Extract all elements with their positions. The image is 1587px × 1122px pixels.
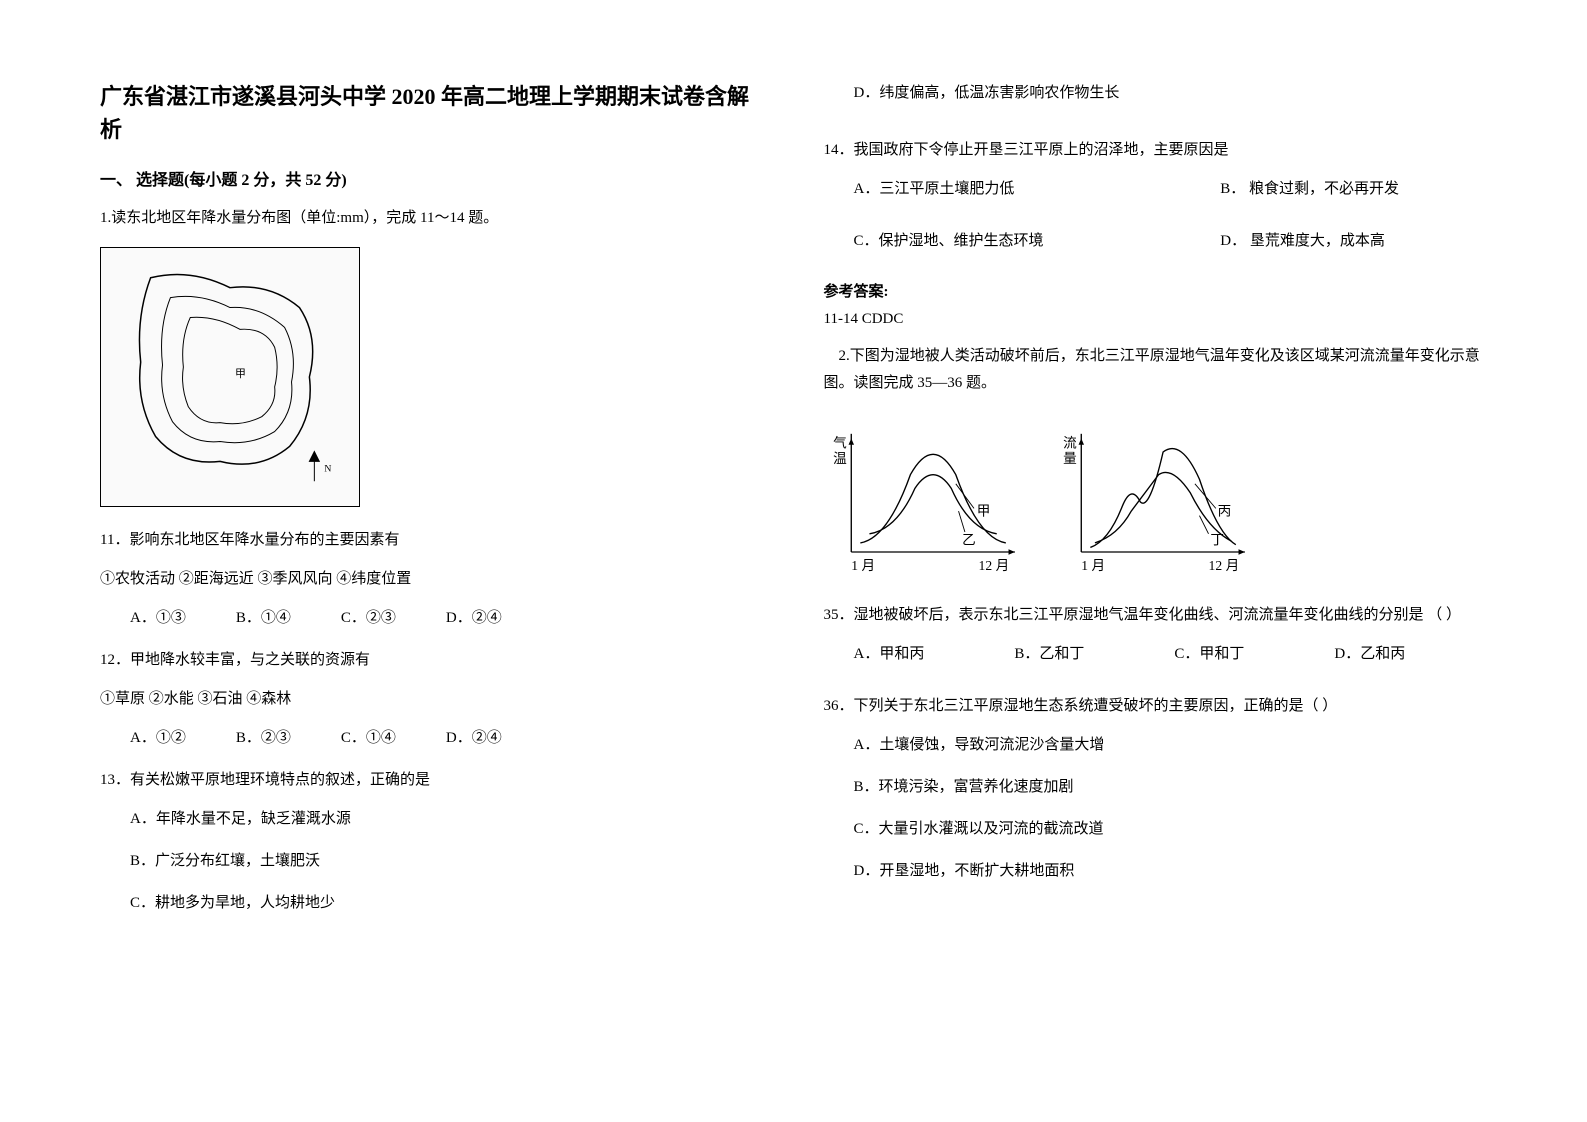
chart2-ylabel1: 流 [1063,435,1077,450]
q11-options: A．①③ B．①④ C．②③ D．②④ [100,605,764,632]
right-column: D．纬度偏高，低温冻害影响农作物生长 14．我国政府下令停止开垦三江平原上的沼泽… [824,80,1488,1082]
q36-optB: B．环境污染，富营养化速度加剧 [854,774,1488,801]
q2-intro: 2.下图为湿地被人类活动破坏前后，东北三江平原湿地气温年变化及该区域某河流流量年… [824,343,1488,397]
document-title: 广东省湛江市遂溪县河头中学 2020 年高二地理上学期期末试卷含解析 [100,80,764,146]
map-svg: 甲 N [101,248,359,506]
q14-optC: C．保护湿地、维护生态环境 [854,228,1121,255]
q36-optA: A．土壤侵蚀，导致河流泥沙含量大增 [854,732,1488,759]
q36-optD: D．开垦湿地，不断扩大耕地面积 [854,858,1488,885]
q14-optB: B． 粮食过剩，不必再开发 [1220,176,1487,203]
chart2-xend: 12 月 [1208,558,1239,573]
chart1-xend: 12 月 [978,558,1009,573]
chart2-ylabel2: 量 [1063,451,1077,466]
q13-optB: B．广泛分布红壤，土壤肥沃 [130,848,764,875]
q11-optA: A．①③ [130,605,186,632]
chart2-xstart: 1 月 [1081,558,1105,573]
svg-text:甲: 甲 [235,368,246,380]
temperature-chart: 气 温 甲 乙 1 月 12 月 [824,422,1024,582]
q11-sub: ①农牧活动 ②距海远近 ③季风风向 ④纬度位置 [100,566,764,593]
q36-text: 36．下列关于东北三江平原湿地生态系统遭受破坏的主要原因，正确的是（ ） [824,693,1488,720]
q12-optC: C．①④ [341,725,396,752]
q12-optB: B．②③ [236,725,291,752]
q14-optD: D． 垦荒难度大，成本高 [1220,228,1487,255]
q13-optD: D．纬度偏高，低温冻害影响农作物生长 [854,80,1488,107]
q36-optC: C．大量引水灌溉以及河流的截流改道 [854,816,1488,843]
q14-text: 14．我国政府下令停止开垦三江平原上的沼泽地，主要原因是 [824,137,1488,164]
q11-optD: D．②④ [446,605,502,632]
q12-optA: A．①② [130,725,186,752]
chart1-xstart: 1 月 [851,558,875,573]
chart1-ylabel1: 气 [833,435,847,450]
q13-text: 13．有关松嫩平原地理环境特点的叙述，正确的是 [100,767,764,794]
q35-optD: D．乙和丙 [1334,641,1405,668]
q13-optC: C．耕地多为旱地，人均耕地少 [130,890,764,917]
chart1-ylabel2: 温 [833,451,847,466]
q35-options: A．甲和丙 B．乙和丁 C．甲和丁 D．乙和丙 [824,641,1488,668]
q12-sub: ①草原 ②水能 ③石油 ④森林 [100,686,764,713]
left-column: 广东省湛江市遂溪县河头中学 2020 年高二地理上学期期末试卷含解析 一、 选择… [100,80,764,1082]
q35-optC: C．甲和丁 [1174,641,1244,668]
q35-text: 35．湿地被破坏后，表示东北三江平原湿地气温年变化曲线、河流流量年变化曲线的分别… [824,602,1488,629]
q13-options: A．年降水量不足，缺乏灌溉水源 B．广泛分布红壤，土壤肥沃 C．耕地多为旱地，人… [100,806,764,917]
q14-optA: A．三江平原土壤肥力低 [854,176,1121,203]
answer-11-14: 11-14 CDDC [824,311,1488,328]
q35-optB: B．乙和丁 [1014,641,1084,668]
q1-intro: 1.读东北地区年降水量分布图（单位:mm），完成 11～14 题。 [100,205,764,232]
q12-options: A．①② B．②③ C．①④ D．②④ [100,725,764,752]
q35-optA: A．甲和丙 [854,641,925,668]
chart2-label-bing: 丙 [1217,504,1231,519]
q12-text: 12．甲地降水较丰富，与之关联的资源有 [100,647,764,674]
chart-container: 气 温 甲 乙 1 月 12 月 流 量 丙 丁 1 月 12 月 [824,422,1488,582]
chart2-label-ding: 丁 [1210,533,1224,548]
answer-header: 参考答案: [824,280,1488,301]
q11-optB: B．①④ [236,605,291,632]
q12-optD: D．②④ [446,725,502,752]
chart1-label-jia: 甲 [976,504,990,519]
q11-text: 11．影响东北地区年降水量分布的主要因素有 [100,527,764,554]
q13-optD-container: D．纬度偏高，低温冻害影响农作物生长 [824,80,1488,107]
chart1-label-yi: 乙 [962,533,976,548]
q36-options: A．土壤侵蚀，导致河流泥沙含量大增 B．环境污染，富营养化速度加剧 C．大量引水… [824,732,1488,885]
northeast-map-figure: 甲 N [100,247,360,507]
flow-chart: 流 量 丙 丁 1 月 12 月 [1054,422,1254,582]
svg-text:N: N [324,463,331,474]
section-header: 一、 选择题(每小题 2 分，共 52 分) [100,166,764,190]
q13-optA: A．年降水量不足，缺乏灌溉水源 [130,806,764,833]
q11-optC: C．②③ [341,605,396,632]
q14-options: A．三江平原土壤肥力低 B． 粮食过剩，不必再开发 C．保护湿地、维护生态环境 … [824,176,1488,255]
